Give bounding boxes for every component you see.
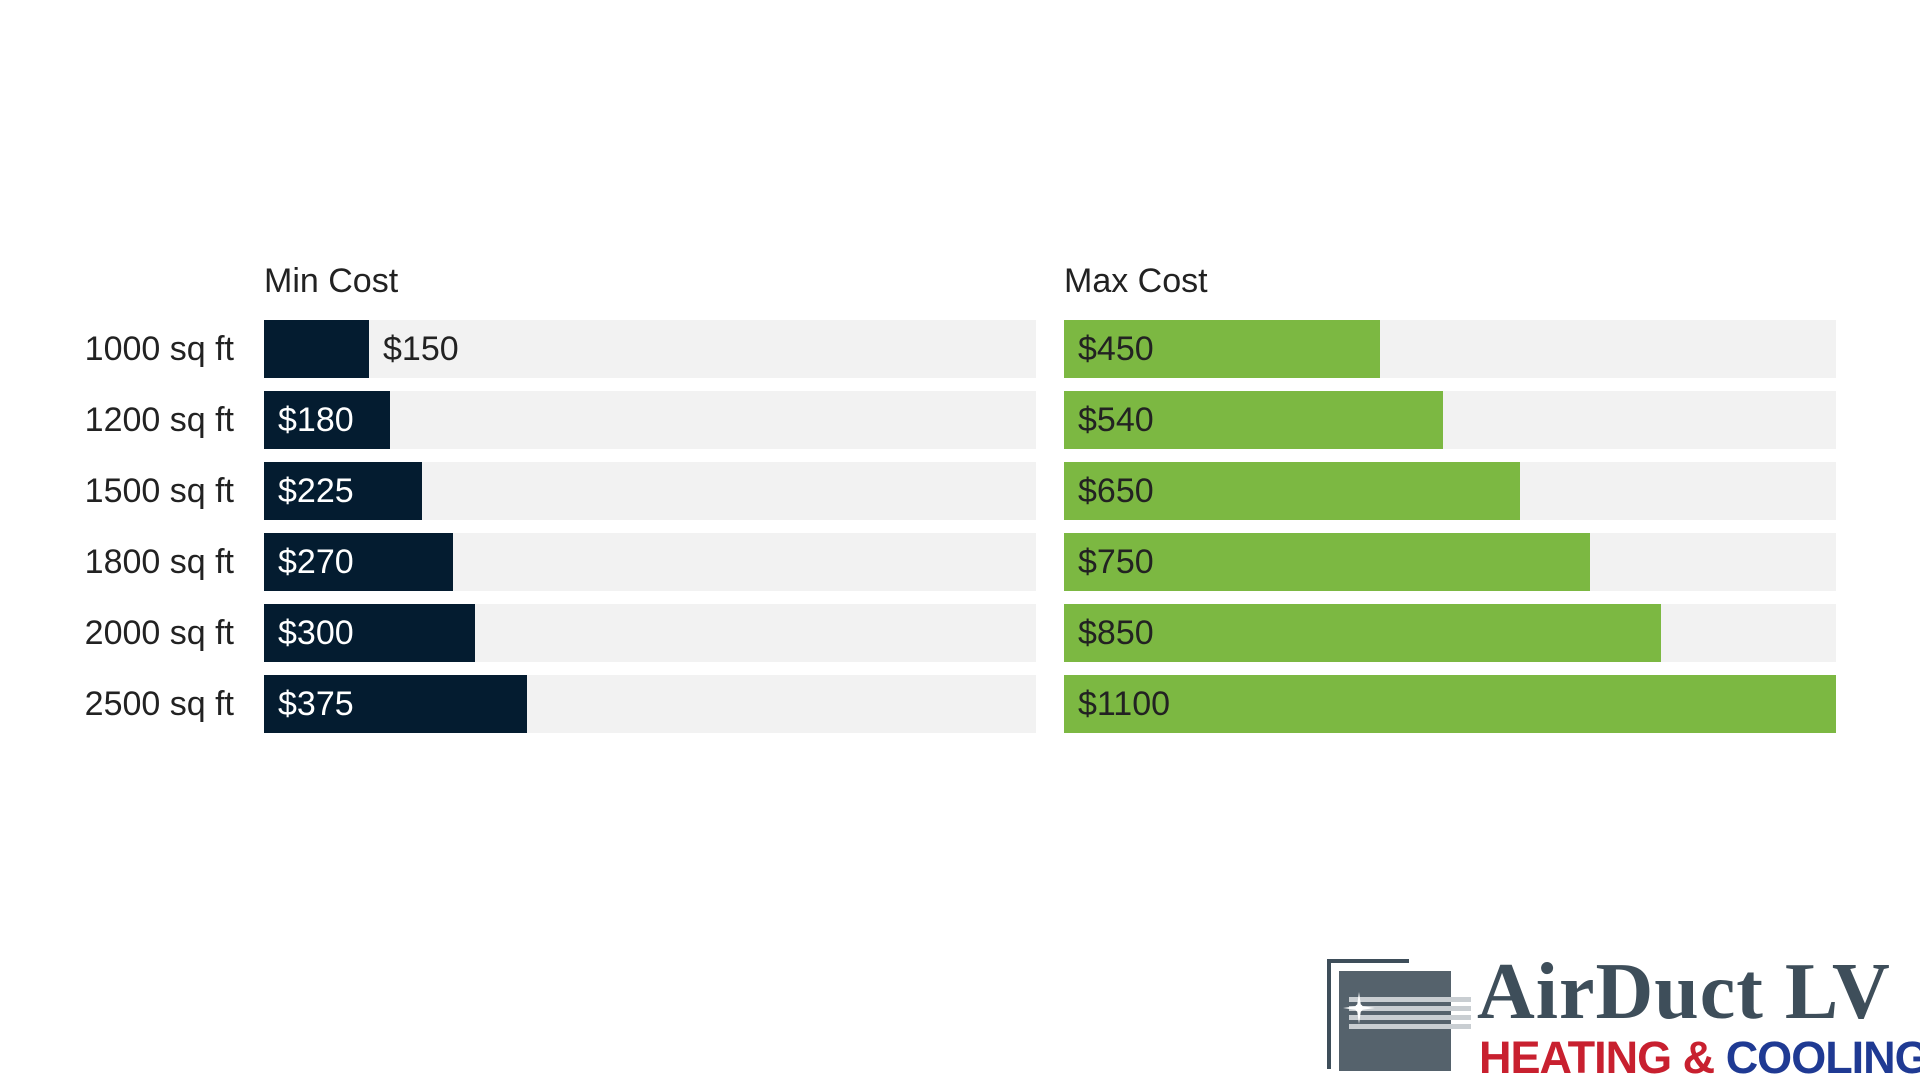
bar-track: $850 [1064, 604, 1836, 662]
bar-track: $1100 [1064, 675, 1836, 733]
category-label: 1500 sq ft [84, 472, 234, 510]
bar-track: $750 [1064, 533, 1836, 591]
logo-heating: HEATING [1479, 1032, 1672, 1083]
bar-track: $450 [1064, 320, 1836, 378]
bar-min [264, 320, 369, 378]
series-title-1: Max Cost [1064, 262, 1208, 300]
bar-min [264, 462, 422, 520]
category-label: 2500 sq ft [84, 685, 234, 723]
data-label: $180 [278, 401, 354, 439]
bar-max [1064, 462, 1520, 520]
data-label: $225 [278, 472, 354, 510]
data-label: $750 [1078, 543, 1154, 581]
data-label: $650 [1078, 472, 1154, 510]
bar-track: $650 [1064, 462, 1836, 520]
data-label: $150 [383, 330, 459, 368]
bar-max [1064, 391, 1443, 449]
data-label: $1100 [1078, 685, 1171, 723]
logo-cooling: COOLING [1725, 1032, 1920, 1083]
data-label: $270 [278, 543, 354, 581]
logo-wordmark: AirDuct LV [1477, 948, 1891, 1036]
bar-track: $375 [264, 675, 1036, 733]
category-label: 1000 sq ft [84, 330, 234, 368]
data-label: $375 [278, 685, 354, 723]
bar-min [264, 533, 453, 591]
bar-max [1064, 604, 1661, 662]
data-label: $450 [1078, 330, 1154, 368]
bar-track: $300 [264, 604, 1036, 662]
bar-max [1064, 533, 1590, 591]
logo-ampersand: & [1671, 1032, 1726, 1083]
data-label: $540 [1078, 401, 1154, 439]
bar-track: $270 [264, 533, 1036, 591]
bar-track: $225 [264, 462, 1036, 520]
data-label: $850 [1078, 614, 1154, 652]
series-title-0: Min Cost [264, 262, 399, 300]
bar-min [264, 604, 475, 662]
bar-min [264, 675, 527, 733]
bar-max [1064, 320, 1380, 378]
logo-tagline: HEATING & COOLING [1479, 1033, 1920, 1083]
bar-track: $540 [1064, 391, 1836, 449]
vent-logo-icon [1327, 959, 1471, 1071]
airduct-logo: AirDuct LV HEATING & COOLING [1325, 948, 1920, 1083]
bar-max [1064, 675, 1836, 733]
bar-track: $150 [264, 320, 1036, 378]
category-label: 1200 sq ft [84, 401, 234, 439]
bar-min [264, 391, 390, 449]
category-label: 2000 sq ft [84, 614, 234, 652]
data-label: $300 [278, 614, 354, 652]
bar-track: $180 [264, 391, 1036, 449]
cost-chart: Min Cost Max Cost 1000 sq ft $150 $450 1200 s… [84, 262, 1836, 733]
category-label: 1800 sq ft [84, 543, 234, 581]
